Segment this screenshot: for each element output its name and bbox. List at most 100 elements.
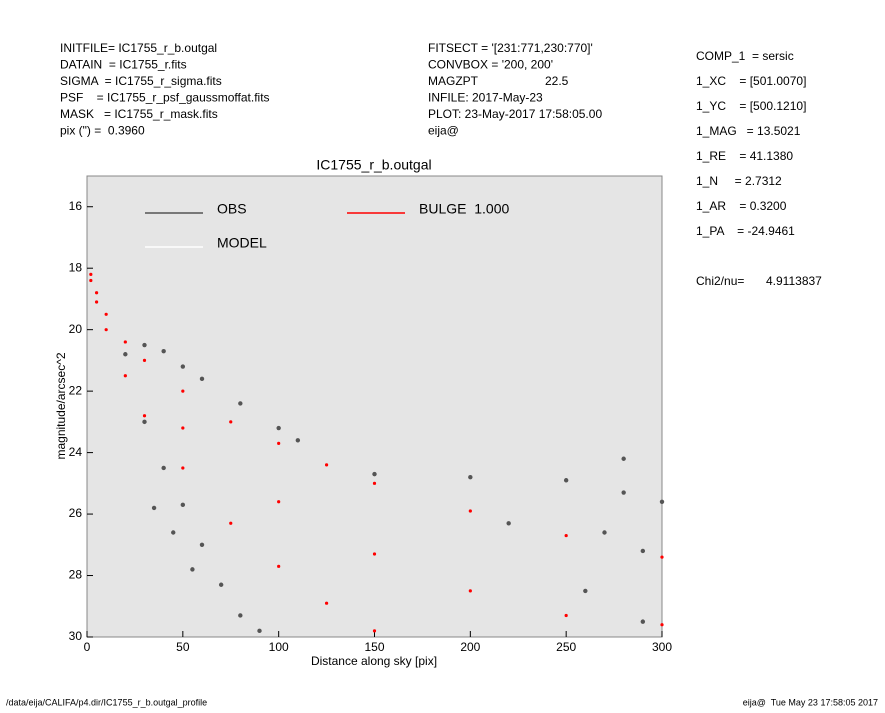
legend-label: OBS bbox=[217, 201, 247, 217]
data-point bbox=[277, 441, 281, 445]
fit-param: COMP_1 = sersic bbox=[696, 49, 794, 63]
x-tick-label: 150 bbox=[364, 640, 384, 654]
data-point bbox=[89, 278, 93, 283]
fit-param: 1_PA = -24.9461 bbox=[696, 224, 795, 238]
header-line: PLOT: 23-May-2017 17:58:05.00 bbox=[428, 107, 602, 121]
chi-value: 4.9113837 bbox=[766, 274, 822, 288]
data-point bbox=[181, 389, 185, 393]
data-point bbox=[563, 478, 569, 483]
data-point bbox=[277, 500, 281, 504]
data-point bbox=[190, 567, 195, 572]
data-point bbox=[161, 465, 166, 471]
data-point bbox=[151, 505, 157, 511]
data-point bbox=[506, 521, 511, 526]
y-tick-label: 22 bbox=[69, 383, 83, 397]
data-point bbox=[277, 564, 281, 568]
y-tick-label: 20 bbox=[69, 322, 83, 336]
fit-param: 1_YC = [500.1210] bbox=[696, 99, 806, 113]
data-point bbox=[621, 490, 626, 495]
data-point bbox=[660, 623, 664, 627]
data-point bbox=[238, 613, 243, 618]
x-axis-label: Distance along sky [pix] bbox=[311, 654, 437, 668]
data-point bbox=[89, 272, 93, 276]
data-point bbox=[142, 414, 147, 418]
data-point bbox=[276, 425, 281, 431]
data-point bbox=[324, 601, 329, 605]
header-line: INFILE: 2017-May-23 bbox=[428, 91, 543, 105]
header-line: CONVBOX = '200, 200' bbox=[428, 58, 553, 72]
data-point bbox=[372, 481, 377, 485]
data-point bbox=[218, 582, 224, 587]
header-line: MAGZPT bbox=[428, 74, 479, 88]
data-point bbox=[123, 340, 127, 344]
legend-label: MODEL bbox=[217, 235, 267, 251]
fit-param: 1_MAG = 13.5021 bbox=[696, 124, 801, 138]
data-point bbox=[123, 374, 127, 378]
data-point bbox=[640, 619, 646, 624]
plot-area bbox=[86, 175, 663, 638]
data-point bbox=[181, 426, 185, 430]
y-tick-label: 28 bbox=[69, 568, 83, 582]
data-point bbox=[659, 499, 665, 504]
data-point bbox=[564, 613, 568, 618]
data-point bbox=[602, 530, 607, 535]
x-tick-label: 100 bbox=[269, 640, 289, 654]
data-point bbox=[324, 463, 329, 467]
header-line: INITFILE= IC1755_r_b.outgal bbox=[60, 41, 217, 55]
y-tick-label: 24 bbox=[69, 445, 83, 459]
data-point bbox=[564, 533, 568, 538]
data-point bbox=[181, 466, 185, 470]
magzpt-value: 22.5 bbox=[545, 74, 569, 88]
data-point bbox=[372, 552, 377, 556]
data-point bbox=[104, 328, 108, 332]
data-point bbox=[142, 419, 147, 425]
data-point bbox=[171, 530, 176, 535]
data-point bbox=[238, 401, 243, 406]
footer-date: eija@ Tue May 23 17:58:05 2017 bbox=[743, 697, 878, 707]
data-point bbox=[372, 629, 377, 633]
data-point bbox=[583, 588, 588, 594]
data-point bbox=[199, 542, 205, 547]
fit-param: 1_N = 2.7312 bbox=[696, 174, 782, 188]
data-point bbox=[257, 628, 262, 634]
data-point bbox=[142, 342, 147, 348]
fit-param: 1_XC = [501.0070] bbox=[696, 74, 806, 88]
data-point bbox=[468, 474, 473, 480]
data-point bbox=[180, 502, 186, 508]
data-point bbox=[640, 548, 646, 554]
header-line: SIGMA = IC1755_r_sigma.fits bbox=[60, 74, 222, 88]
data-point bbox=[660, 555, 664, 559]
header-line: FITSECT = '[231:771,230:770]' bbox=[428, 41, 593, 55]
y-tick-label: 16 bbox=[69, 199, 83, 213]
chart-title: IC1755_r_b.outgal bbox=[316, 157, 431, 173]
x-tick-label: 50 bbox=[176, 640, 190, 654]
x-tick-label: 0 bbox=[84, 640, 91, 654]
data-point bbox=[295, 438, 301, 443]
y-axis-label: magnitude/arcsec^2 bbox=[54, 352, 68, 459]
header-line: DATAIN = IC1755_r.fits bbox=[60, 58, 187, 72]
data-point bbox=[621, 456, 626, 461]
data-point bbox=[94, 291, 99, 295]
data-point bbox=[372, 471, 377, 477]
footer-path: /data/eija/CALIFA/p4.dir/IC1755_r_b.outg… bbox=[6, 697, 207, 707]
y-tick-label: 26 bbox=[69, 506, 83, 520]
data-point bbox=[104, 312, 108, 316]
x-tick-label: 200 bbox=[460, 640, 480, 654]
data-point bbox=[229, 521, 233, 525]
data-point bbox=[94, 300, 99, 304]
header-line: pix (") = 0.3960 bbox=[60, 124, 145, 138]
y-tick-label: 30 bbox=[69, 629, 83, 643]
data-point bbox=[468, 589, 472, 593]
x-tick-label: 300 bbox=[652, 640, 672, 654]
x-tick-label: 250 bbox=[556, 640, 576, 654]
data-point bbox=[229, 420, 233, 424]
data-point bbox=[468, 509, 472, 513]
header-line: eija@ bbox=[428, 124, 459, 138]
fit-param: 1_RE = 41.1380 bbox=[696, 149, 793, 163]
header-line: MASK = IC1755_r_mask.fits bbox=[60, 107, 218, 121]
y-tick-label: 18 bbox=[69, 260, 83, 274]
data-point bbox=[123, 352, 128, 357]
data-point bbox=[180, 364, 186, 369]
legend-label: BULGE 1.000 bbox=[419, 201, 509, 217]
